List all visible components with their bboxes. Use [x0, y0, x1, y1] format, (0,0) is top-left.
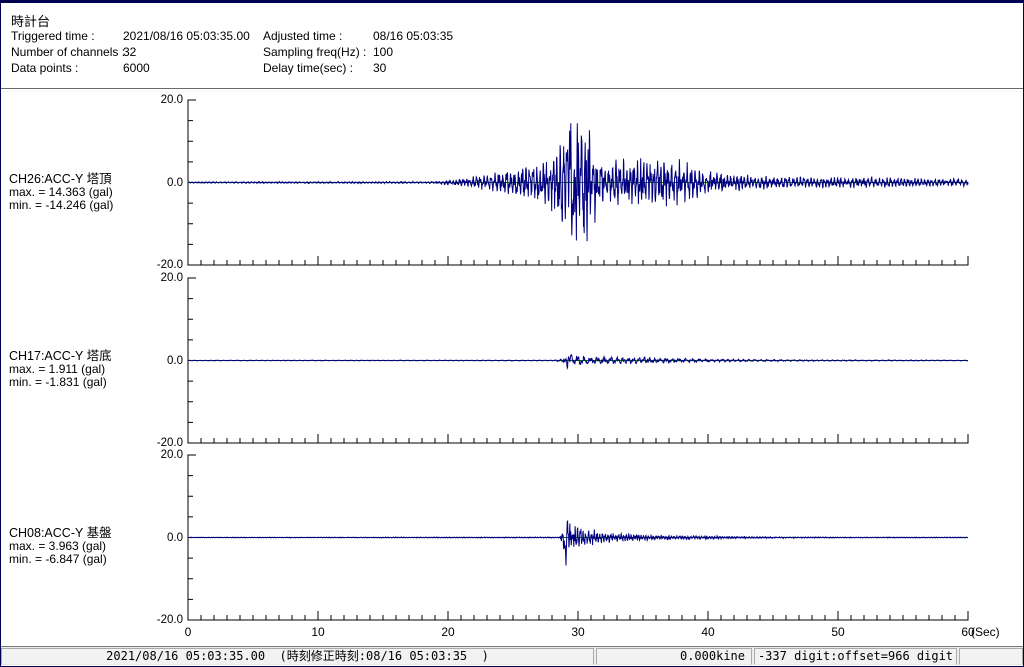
field-value-number-of-channels: 32	[123, 45, 137, 59]
waveform-chart-2	[187, 454, 969, 621]
channel-info-ch26: CH26:ACC-Y 塔頂 max. = 14.363 (gal) min. =…	[9, 173, 189, 212]
channel-min-value: min. = -1.831 (gal)	[9, 375, 107, 389]
field-value-sampling-freq: 100	[373, 45, 394, 59]
y-axis-label: 20.0	[160, 94, 183, 106]
channel-info-ch17: CH17:ACC-Y 塔底 max. = 1.911 (gal) min. = …	[9, 350, 189, 389]
channel-info-ch08: CH08:ACC-Y 基盤 max. = 3.963 (gal) min. = …	[9, 527, 189, 566]
app-title: 時計台	[11, 14, 51, 29]
channel-label: CH17:ACC-Y 塔底	[9, 349, 112, 363]
y-axis-label: -20.0	[156, 614, 183, 626]
x-axis-tick-label: 60	[961, 625, 975, 639]
y-axis-label: -20.0	[156, 259, 183, 271]
field-value-adjusted-time: 08/16 05:03:35	[373, 29, 454, 43]
x-axis-tick-label: 20	[441, 625, 455, 639]
channel-min-value: min. = -6.847 (gal)	[9, 552, 107, 566]
header-panel: 時計台 Triggered time : 2021/08/16 05:03:35…	[1, 3, 1023, 88]
status-kine-segment: 0.000kine	[596, 648, 752, 665]
field-label-adjusted-time: Adjusted time :	[263, 29, 343, 43]
field-value-delay-time: 30	[373, 61, 387, 75]
x-axis-tick-label: 40	[701, 625, 715, 639]
channel-label: CH26:ACC-Y 塔頂	[9, 172, 112, 186]
channel-max-value: max. = 14.363 (gal)	[9, 185, 113, 199]
status-time-segment: 2021/08/16 05:03:35.00 (時刻修正時刻:08/16 05:…	[1, 648, 594, 665]
field-label-delay-time: Delay time(sec) :	[263, 61, 354, 75]
channel-max-value: max. = 1.911 (gal)	[9, 362, 106, 376]
waveform-chart-0	[187, 99, 969, 266]
y-axis-label: 0.0	[167, 176, 183, 189]
field-label-data-points: Data points :	[11, 61, 79, 75]
field-value-data-points: 6000	[123, 61, 150, 75]
status-empty-segment	[959, 648, 1023, 665]
x-axis-unit-label: (Sec)	[971, 625, 1000, 639]
field-label-number-of-channels: Number of channels :	[11, 45, 126, 59]
field-label-triggered-time: Triggered time :	[11, 29, 95, 43]
y-axis-label: 20.0	[160, 272, 183, 284]
channel-max-value: max. = 3.963 (gal)	[9, 539, 107, 553]
x-axis-tick-label: 30	[571, 625, 585, 639]
channel-label: CH08:ACC-Y 基盤	[9, 526, 112, 540]
waveform-chart-1	[187, 277, 969, 444]
panel-divider	[1, 88, 1023, 92]
status-offset-segment: -337 digit:offset=966 digit	[754, 648, 957, 665]
y-axis-label: -20.0	[156, 437, 183, 449]
x-axis-tick-label: 10	[311, 625, 325, 639]
status-bar: 2021/08/16 05:03:35.00 (時刻修正時刻:08/16 05:…	[1, 646, 1023, 665]
waveform-panel: CH26:ACC-Y 塔頂 max. = 14.363 (gal) min. =…	[1, 92, 1023, 646]
field-value-triggered-time: 2021/08/16 05:03:35.00	[123, 29, 250, 43]
y-axis-label: 0.0	[167, 354, 183, 367]
y-axis-label: 20.0	[160, 449, 183, 461]
channel-min-value: min. = -14.246 (gal)	[9, 198, 114, 212]
x-axis-tick-label: 50	[831, 625, 845, 639]
x-axis-tick-label: 0	[184, 625, 192, 639]
field-label-sampling-freq: Sampling freq(Hz) :	[263, 45, 367, 59]
y-axis-label: 0.0	[167, 531, 183, 544]
